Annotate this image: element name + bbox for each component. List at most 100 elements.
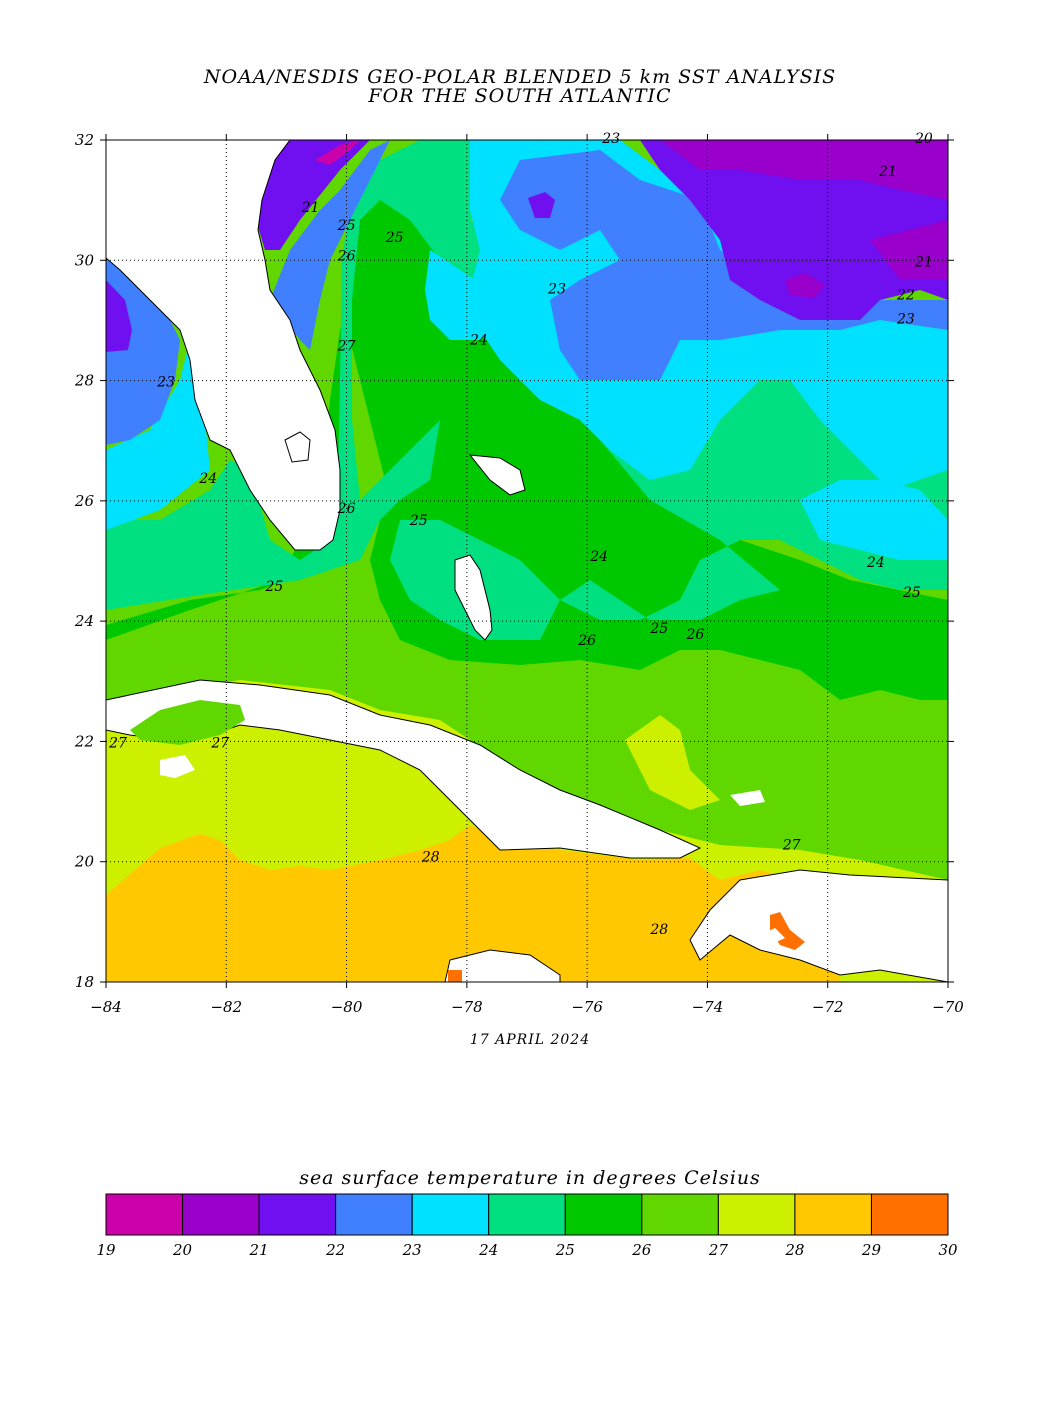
land-lake-okeechobee bbox=[284, 431, 311, 463]
legend-swatch bbox=[488, 1193, 566, 1236]
sst-region-20-21-ne2 bbox=[870, 220, 948, 280]
contour-label: 27 bbox=[108, 735, 127, 751]
contour-label: 20 bbox=[914, 131, 933, 147]
contour-label: 24 bbox=[866, 555, 885, 571]
y-tick-label: 20 bbox=[74, 853, 95, 871]
land-andros bbox=[454, 554, 493, 641]
cloud-gap-c bbox=[760, 928, 785, 945]
y-tick-label: 30 bbox=[75, 251, 95, 269]
x-tick-label: −74 bbox=[692, 998, 724, 1016]
legend-tick-label: 26 bbox=[631, 1241, 652, 1259]
sst-field bbox=[106, 140, 948, 982]
legend-tick-label: 23 bbox=[402, 1241, 422, 1259]
contour-label: 25 bbox=[264, 579, 283, 595]
contour-label: 23 bbox=[601, 131, 620, 147]
contour-label: 25 bbox=[649, 621, 668, 637]
land-florida bbox=[106, 140, 341, 551]
legend-title: sea surface temperature in degrees Celsi… bbox=[299, 1167, 761, 1189]
sst-region-19-20-coast bbox=[315, 140, 360, 165]
contour-label: 23 bbox=[156, 375, 175, 391]
legend-swatch bbox=[717, 1193, 796, 1236]
land-jamaica bbox=[444, 949, 561, 982]
contour-label: 27 bbox=[337, 339, 356, 355]
land-grand-bahama bbox=[468, 454, 526, 496]
sst-region-21-22-ne bbox=[640, 140, 948, 320]
legend-tick-label: 29 bbox=[861, 1241, 882, 1259]
sst-region-21-22-pocket bbox=[528, 192, 555, 218]
land-cuba-west-water bbox=[130, 700, 245, 745]
axis-ticks: −84 −82 −80 −78 −76 −74 −72 −70 18 20 22 24 26 28 30 32 bbox=[74, 131, 964, 1016]
sst-region-28-29 bbox=[106, 825, 840, 982]
legend-swatch bbox=[335, 1193, 413, 1236]
legend-tick-label: 19 bbox=[96, 1241, 116, 1259]
contour-label: 23 bbox=[896, 311, 915, 327]
x-tick-label: −84 bbox=[90, 998, 122, 1016]
legend-swatch bbox=[411, 1193, 490, 1236]
legend-swatch bbox=[105, 1193, 184, 1236]
contour-label: 26 bbox=[577, 633, 596, 649]
sst-region-22-23-north bbox=[500, 150, 948, 380]
sst-region-21-22-gulf bbox=[106, 280, 132, 352]
contour-label: 21 bbox=[301, 200, 320, 216]
y-tick-label: 22 bbox=[74, 732, 94, 750]
land-hispaniola bbox=[689, 869, 948, 982]
legend-tick-label: 27 bbox=[708, 1241, 729, 1259]
contour-label: 27 bbox=[782, 838, 801, 854]
legend-tick-label: 28 bbox=[784, 1241, 804, 1259]
legend-tick-label: 22 bbox=[325, 1241, 345, 1259]
contour-label: 21 bbox=[914, 254, 933, 270]
sst-region-29-30-b bbox=[448, 970, 462, 982]
contour-label: 22 bbox=[896, 287, 915, 303]
contour-label: 26 bbox=[685, 627, 704, 643]
legend-tick-label: 24 bbox=[478, 1241, 498, 1259]
contour-label: 25 bbox=[902, 585, 921, 601]
title-line-2: FOR THE SOUTH ATLANTIC bbox=[368, 85, 672, 107]
analysis-date: 17 APRIL 2024 bbox=[469, 1032, 591, 1048]
map-grid bbox=[106, 140, 948, 982]
contour-label: 24 bbox=[198, 471, 217, 487]
contour-label: 24 bbox=[469, 332, 488, 348]
contour-label: 24 bbox=[589, 549, 608, 565]
x-tick-label: −78 bbox=[451, 998, 483, 1016]
sst-region-24-25 bbox=[106, 140, 948, 640]
legend-swatch bbox=[182, 1193, 260, 1236]
contour-labels: 23 20 21 21 25 25 26 21 23 22 23 24 27 23 24 26 25 24 24 25… bbox=[108, 131, 933, 938]
sst-region-20-21-ne bbox=[660, 140, 948, 200]
contour-label: 23 bbox=[547, 281, 566, 297]
legend-tick-label: 25 bbox=[555, 1241, 575, 1259]
legend-tick-label: 21 bbox=[249, 1241, 269, 1259]
contour-label: 26 bbox=[337, 501, 356, 517]
color-legend: 19 20 21 22 23 24 25 26 27 28 29 30 bbox=[96, 1193, 958, 1259]
contour-label: 25 bbox=[337, 218, 356, 234]
legend-tick-label: 30 bbox=[938, 1241, 958, 1259]
y-tick-label: 18 bbox=[75, 973, 94, 991]
legend-swatch bbox=[258, 1193, 337, 1236]
y-tick-label: 28 bbox=[74, 372, 94, 390]
sst-region-20-21-pocket bbox=[785, 273, 825, 298]
x-tick-label: −76 bbox=[571, 998, 603, 1016]
contour-label: 28 bbox=[421, 850, 440, 866]
x-tick-label: −72 bbox=[812, 998, 844, 1016]
title-line-1: NOAA/NESDIS GEO-POLAR BLENDED 5 km SST A… bbox=[203, 66, 837, 88]
x-tick-label: −82 bbox=[210, 998, 242, 1016]
y-tick-label: 24 bbox=[74, 612, 94, 630]
x-tick-label: −70 bbox=[932, 998, 964, 1016]
y-tick-label: 32 bbox=[75, 131, 94, 149]
x-tick-label: −80 bbox=[331, 998, 363, 1016]
contour-label: 28 bbox=[649, 922, 668, 938]
sst-region-23-24-east bbox=[800, 480, 948, 560]
map-frame bbox=[105, 139, 949, 983]
sst-region-23-24-pocket bbox=[425, 250, 500, 340]
legend-tick-label: 20 bbox=[172, 1241, 193, 1259]
contour-label: 26 bbox=[337, 248, 356, 264]
contour-label: 25 bbox=[409, 513, 428, 529]
sst-region-23-24-gulf bbox=[106, 340, 210, 530]
sst-region-27-28-pocket bbox=[625, 715, 720, 810]
sst-region-22-23-coast bbox=[270, 140, 390, 350]
legend-swatch bbox=[564, 1193, 643, 1236]
legend-swatch bbox=[641, 1193, 719, 1236]
legend-swatch bbox=[870, 1193, 949, 1236]
contour-label: 25 bbox=[385, 230, 404, 246]
cloud-gap-b bbox=[730, 790, 765, 806]
